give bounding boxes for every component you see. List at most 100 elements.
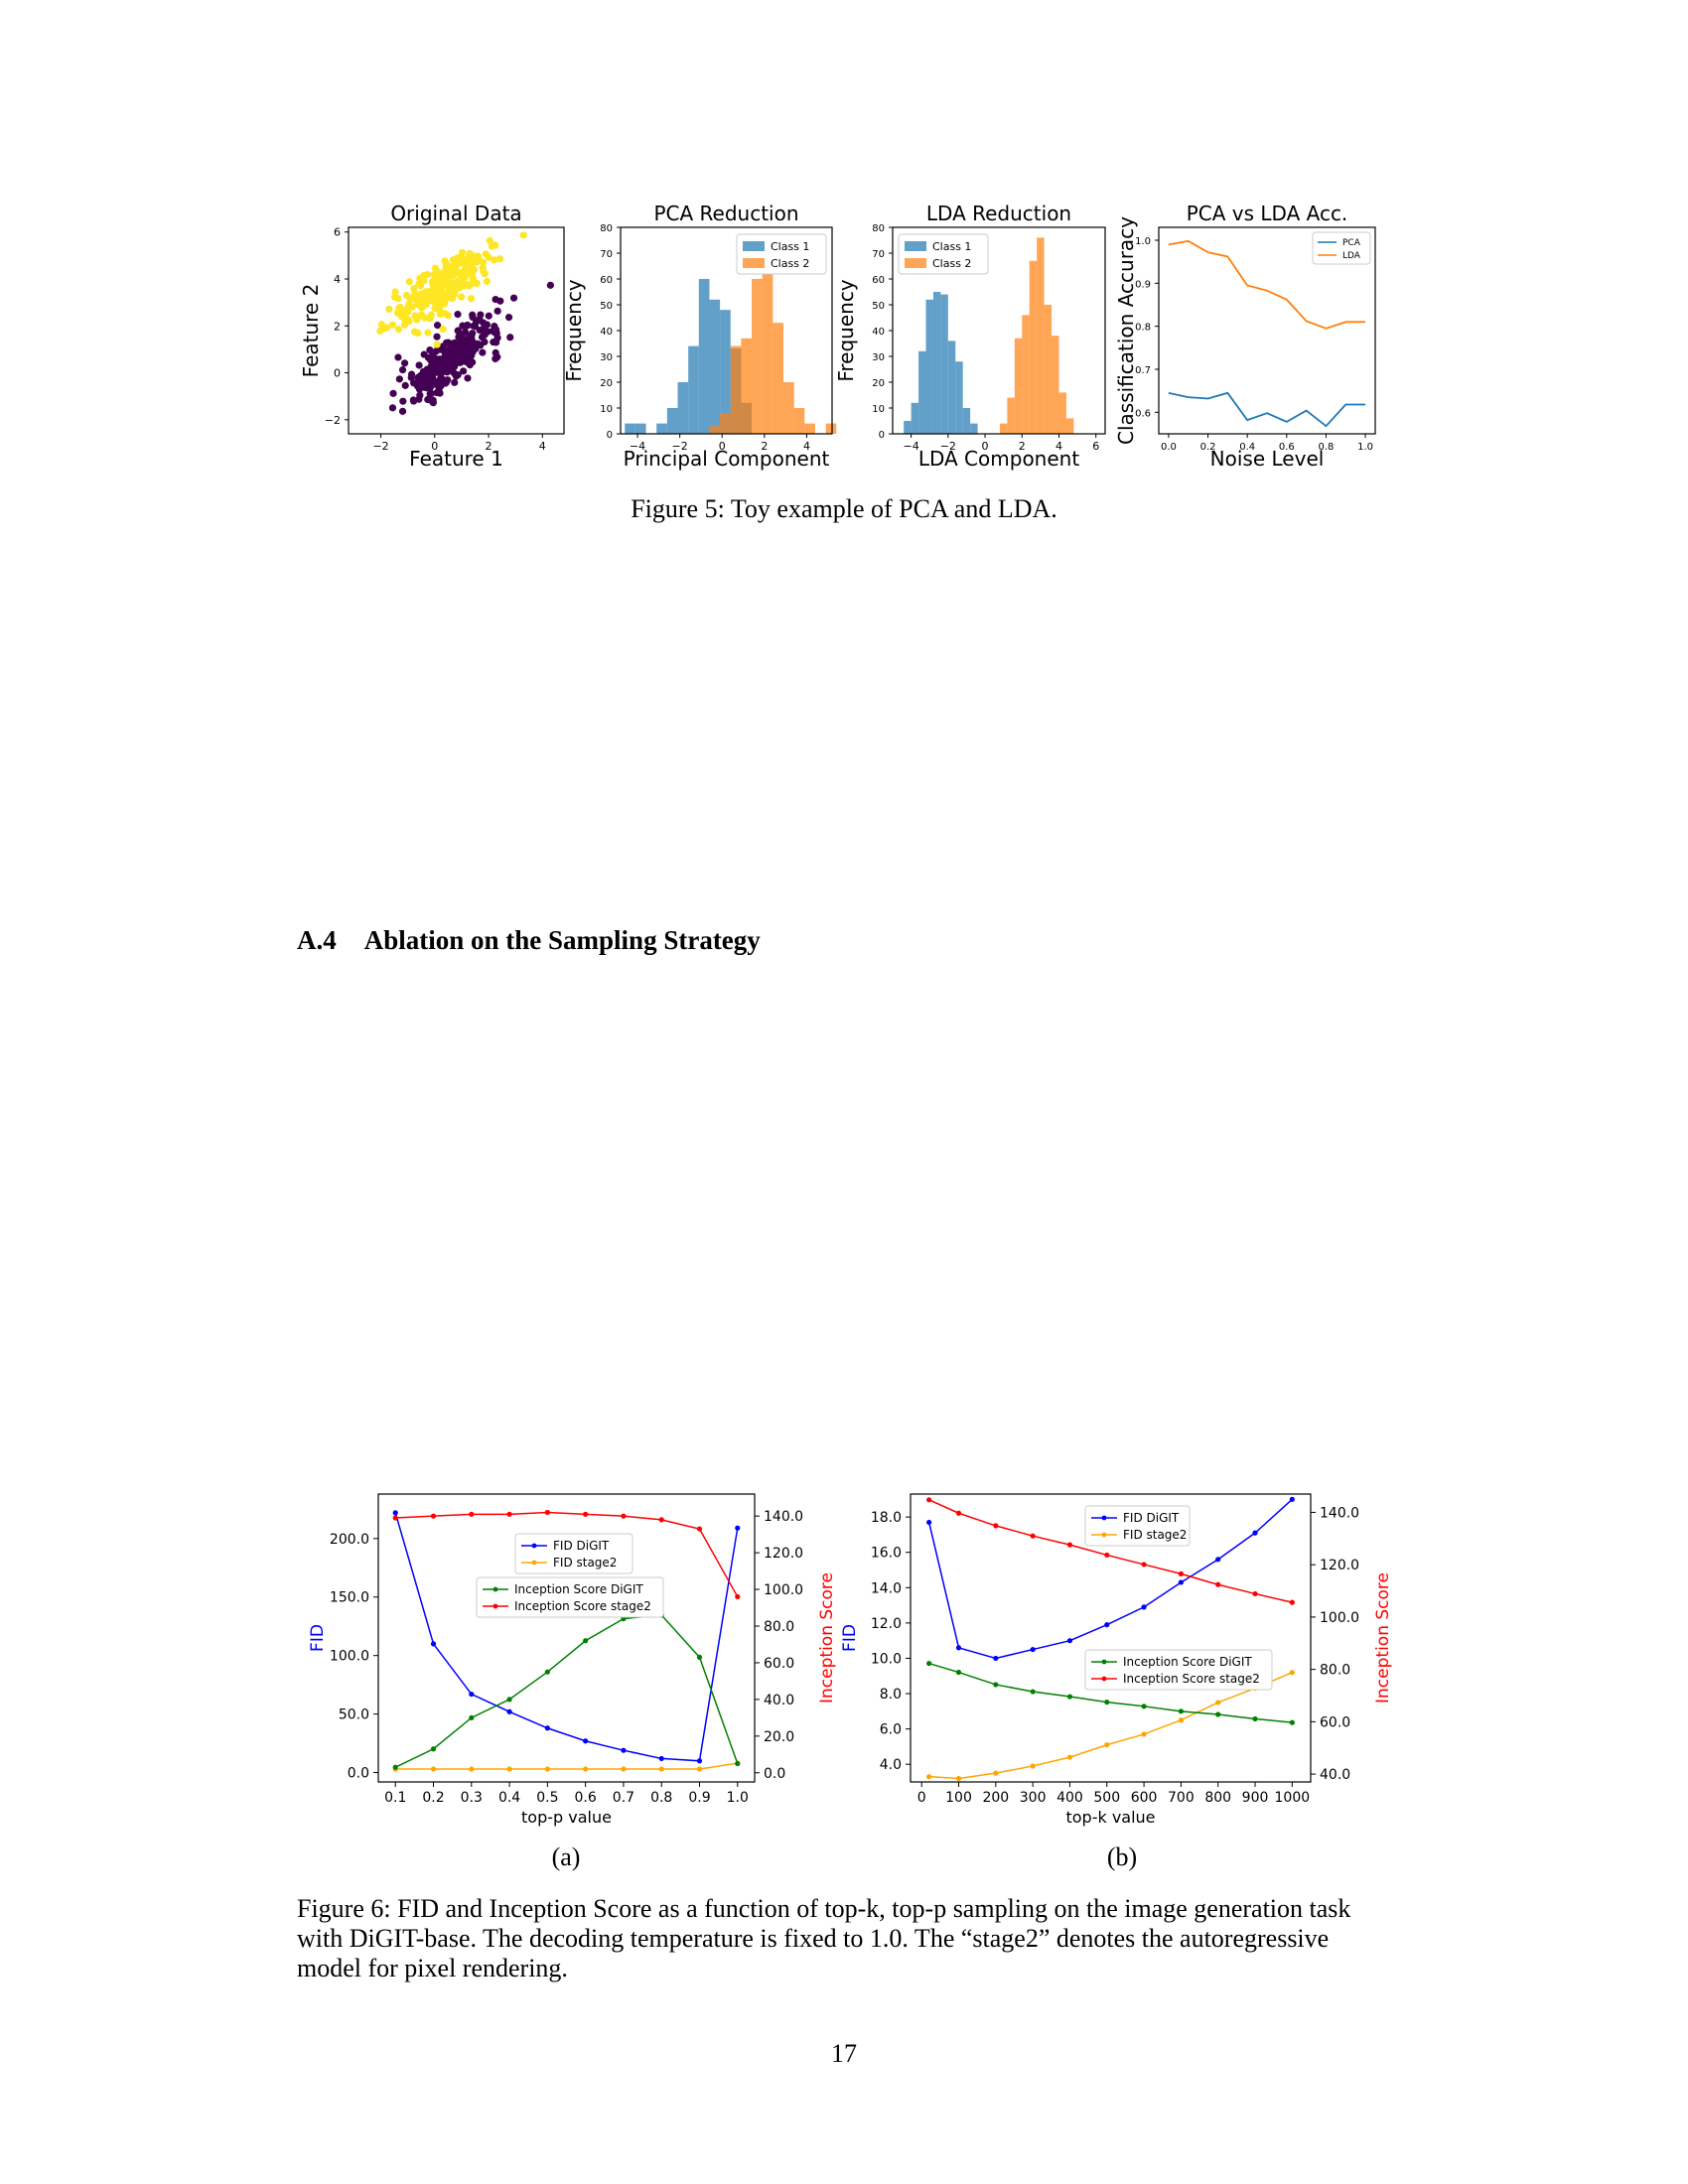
scatter-point [467, 270, 476, 278]
scatter-point [437, 371, 445, 379]
scatter-point [469, 358, 477, 366]
x-tick-label: −2 [940, 440, 956, 453]
x-axis-label: top-k value [1065, 1808, 1155, 1827]
series-point [621, 1747, 627, 1753]
scatter-point [415, 361, 423, 369]
histogram-bar [1007, 397, 1015, 434]
scatter-point [463, 340, 471, 347]
series-point [926, 1497, 932, 1503]
series-point [1141, 1604, 1147, 1610]
legend-label: FID DiGIT [553, 1539, 610, 1553]
series-point [1066, 1638, 1073, 1644]
scatter-point [460, 282, 468, 290]
y-tick-label: 2 [334, 320, 341, 333]
y-axis-label: Feature 2 [299, 284, 323, 378]
y-axis-label: Frequency [834, 279, 858, 381]
series-point [506, 1708, 512, 1714]
scatter-point [491, 323, 498, 331]
legend-label: Class 1 [932, 240, 971, 253]
histogram-bar [741, 338, 753, 434]
y2-tick-label: 140.0 [764, 1509, 803, 1525]
scatter-point [436, 355, 444, 363]
series-point [1030, 1689, 1036, 1695]
y-tick-label: 60 [600, 275, 613, 286]
scatter-point [431, 273, 439, 282]
legend-label: Inception Score stage2 [1123, 1672, 1260, 1686]
y-tick-label: 80 [872, 223, 885, 234]
legend-box [476, 1576, 664, 1618]
scatter-point [398, 407, 407, 415]
histogram-bar [1014, 338, 1023, 434]
series-point [1104, 1699, 1110, 1706]
histogram-bar [698, 279, 710, 434]
scatter-point [459, 322, 467, 330]
series-line [395, 1511, 739, 1597]
series-point [1289, 1599, 1295, 1605]
scatter-point [395, 375, 403, 383]
series-point [1066, 1754, 1073, 1760]
scatter-point [465, 257, 473, 265]
figure6-caption-line: with DiGIT-base. The decoding temperatur… [297, 1924, 1330, 1953]
legend-marker [492, 1603, 498, 1609]
histogram-bar [625, 423, 635, 434]
scatter-point [405, 300, 413, 308]
series-point [621, 1513, 627, 1519]
series-point [1215, 1581, 1221, 1587]
y2-tick-label: 100.0 [1320, 1610, 1359, 1626]
histogram-bar [947, 341, 956, 434]
legend-label: LDA [1342, 251, 1361, 261]
series-point [392, 1515, 398, 1521]
histogram-bar [904, 421, 912, 434]
y-tick-label: 8.0 [880, 1687, 902, 1703]
series-point [1141, 1704, 1147, 1709]
y-axis-label: FID [308, 1624, 328, 1652]
legend-box [1084, 1649, 1273, 1691]
figure6-caption-line: Figure 6: FID and Inception Score as a f… [297, 1894, 1351, 1923]
scatter-point [426, 372, 435, 380]
subfigure-b-label: (b) [1106, 1843, 1138, 1871]
series-point [1252, 1590, 1258, 1597]
histogram-bar [688, 345, 699, 434]
scatter-point [445, 286, 454, 294]
x-tick-label: 0 [719, 440, 726, 453]
scatter-point [479, 348, 487, 356]
scatter-point [444, 264, 453, 272]
histogram-bar [634, 423, 646, 434]
y2-tick-label: 60.0 [1320, 1714, 1350, 1730]
y2-tick-label: 0.0 [764, 1766, 785, 1782]
y-tick-label: 4.0 [880, 1757, 902, 1773]
series-point [926, 1660, 932, 1667]
series-point [955, 1775, 962, 1782]
scatter-point [405, 278, 413, 286]
scatter-point [433, 303, 441, 311]
histogram-bar [1065, 418, 1074, 434]
legend-marker [492, 1586, 498, 1592]
x-tick-label: 0.7 [613, 1790, 634, 1806]
x-tick-label: 0.1 [384, 1790, 406, 1806]
scatter-point [427, 311, 435, 319]
scatter-point [413, 382, 421, 390]
legend-label: FID stage2 [1123, 1528, 1187, 1542]
x-tick-label: 0 [982, 440, 989, 453]
scatter-point [430, 356, 438, 364]
series-point [1030, 1646, 1036, 1653]
x-tick-label: 0 [917, 1790, 926, 1806]
x-tick-label: 0.4 [498, 1790, 520, 1806]
scatter-point [432, 346, 441, 355]
x-tick-label: 700 [1168, 1790, 1195, 1806]
legend-swatch-class1 [905, 241, 926, 251]
series-point [430, 1513, 437, 1519]
figure5-caption: Figure 5: Toy example of PCA and LDA. [631, 494, 1057, 523]
scatter-point [418, 376, 426, 385]
scatter-point [473, 279, 481, 288]
y-tick-label: 80 [600, 223, 613, 234]
series-point [1066, 1542, 1073, 1548]
y-tick-label: 40 [600, 327, 613, 338]
histogram-bar [720, 413, 731, 434]
x-tick-label: −2 [672, 440, 688, 453]
histogram-bar [666, 408, 678, 434]
section-heading: A.4 Ablation on the Sampling Strategy [297, 925, 761, 956]
scatter-point [504, 314, 513, 322]
series-point [1252, 1715, 1258, 1722]
histogram-bar [932, 292, 941, 434]
